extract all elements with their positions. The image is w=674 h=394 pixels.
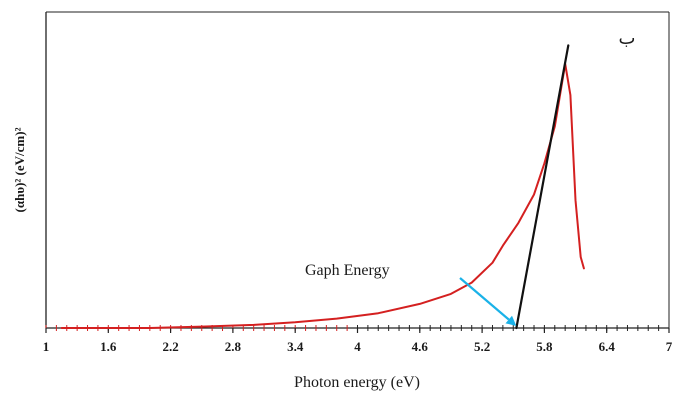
x-tick-label: 1.6 [100,339,117,354]
x-tick-label: 1 [43,339,50,354]
x-tick-label: 7 [666,339,673,354]
series-line-1 [60,62,585,329]
x-tick-label: 4.6 [412,339,429,354]
x-tick-label: 6.4 [599,339,616,354]
gap-energy-label: Gaph Energy [305,262,390,279]
series-line-2 [515,44,570,330]
series-layer [60,44,585,330]
x-tick-label: 2.2 [162,339,178,354]
gap-energy-arrowhead [505,315,517,326]
x-ticks: 1 1.6 2.2 2.8 3.4 4 4.6 5.2 5.8 6.4 7 [43,328,673,354]
x-axis-title: Photon energy (eV) [294,374,420,391]
y-axis-title: (αhυ)² (eV/cm)² [12,127,27,212]
panel-label: ب [619,28,636,49]
x-tick-label: 4 [354,339,361,354]
annotation-layer [459,277,517,326]
x-tick-label: 3.4 [287,339,304,354]
x-tick-label: 5.8 [536,339,553,354]
x-tick-label: 2.8 [225,339,242,354]
gap-energy-arrow [459,277,510,321]
x-tick-label: 5.2 [474,339,490,354]
